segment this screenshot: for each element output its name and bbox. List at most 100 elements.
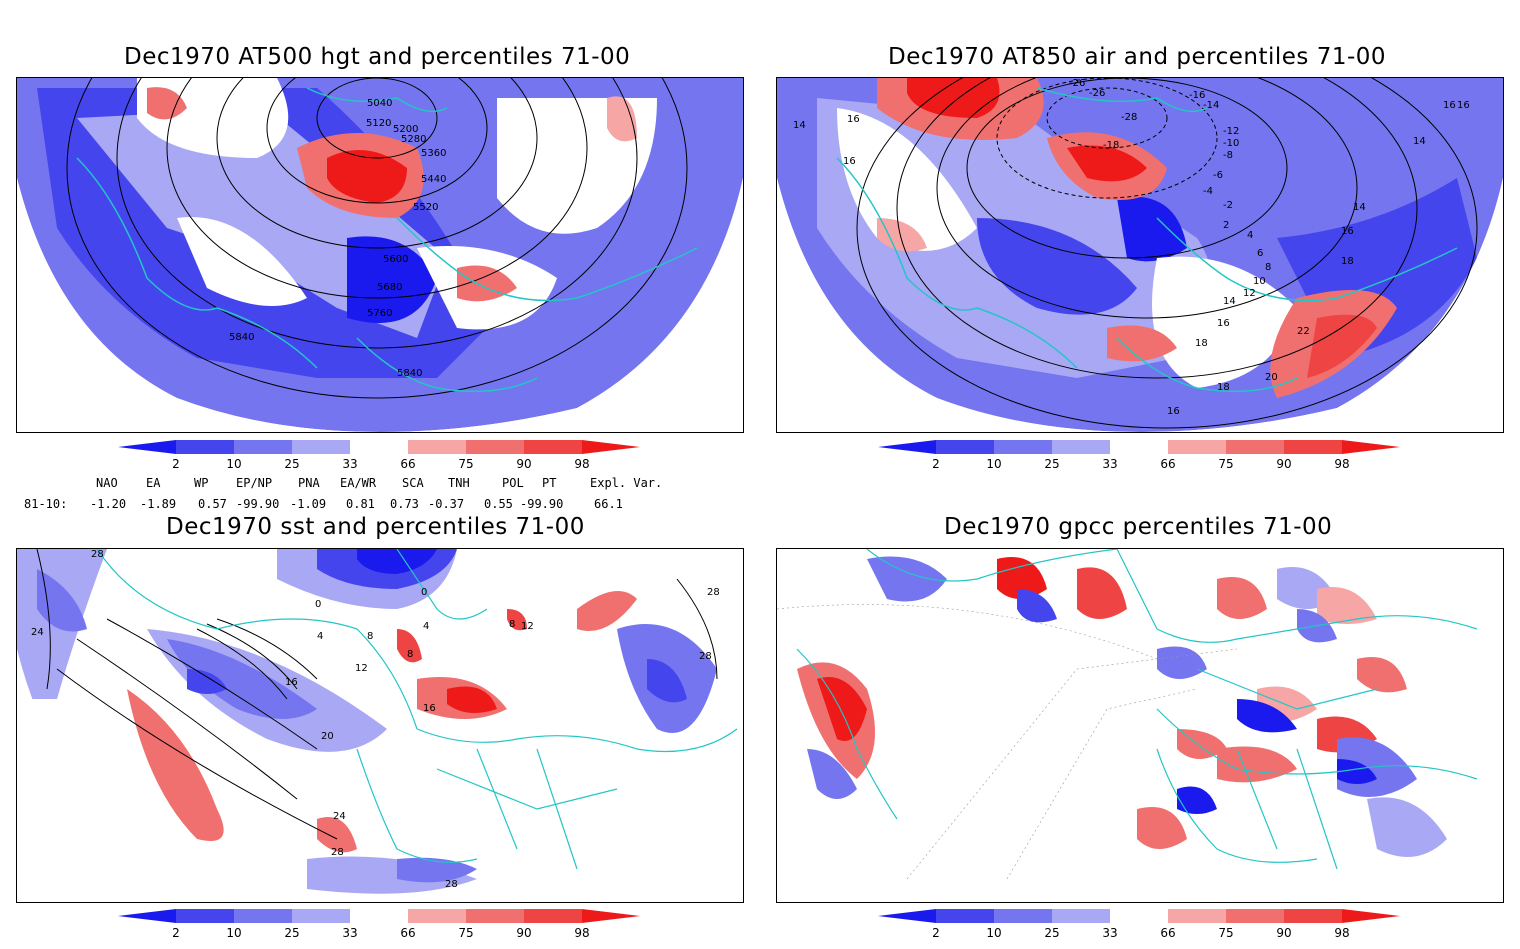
panel-title-hgt500: Dec1970 AT500 hgt and percentiles 71-00 [124, 44, 631, 70]
colorbar-label: 66 [1160, 926, 1175, 940]
contour-label: -8 [1223, 150, 1233, 161]
contour-label: 28 [91, 549, 104, 560]
contour-label: -2 [1223, 200, 1233, 211]
index-header: TNH [448, 476, 470, 490]
contour-label: 14 [1353, 202, 1366, 213]
index-header: NAO [96, 476, 118, 490]
contour-label: -4 [1203, 186, 1213, 197]
index-value: 66.1 [594, 497, 623, 511]
map-air850-graphic: -26 -26 -16 -14 -28 -18 -12 -10 -8 -6 -4… [777, 78, 1503, 432]
colorbar-gpcc: 2 10 25 33 66 75 90 98 [878, 909, 1408, 949]
panel-title-gpcc: Dec1970 gpcc percentiles 71-00 [944, 514, 1333, 540]
contour-label: 5120 [366, 118, 391, 129]
map-sst-graphic: 28 24 0 4 8 12 16 20 24 28 28 28 28 16 8… [17, 549, 743, 902]
colorbar-label: 75 [1218, 926, 1233, 940]
index-value: 0.73 [390, 497, 419, 511]
contour-label: 0 [421, 587, 427, 598]
contour-label: 22 [1297, 326, 1310, 337]
contour-label: 4 [423, 621, 429, 632]
contour-label: -26 [1089, 88, 1105, 99]
colorbar-sst: 2 10 25 33 66 75 90 98 [118, 909, 648, 949]
contour-label: 16 [1457, 100, 1470, 111]
contour-label: 16 [847, 114, 860, 125]
colorbar-label: 10 [226, 926, 241, 940]
colorbar-label: 98 [1334, 457, 1349, 471]
contour-label: -28 [1121, 112, 1137, 123]
colorbar-label: 2 [932, 457, 940, 471]
colorbar-label: 75 [1218, 457, 1233, 471]
contour-label: 24 [333, 811, 346, 822]
index-value: -0.37 [428, 497, 465, 511]
index-value: 0.57 [198, 497, 227, 511]
index-value: -99.90 [236, 497, 280, 511]
contour-label: 5840 [229, 332, 254, 343]
colorbar-label: 33 [1102, 926, 1117, 940]
contour-label: 28 [699, 651, 712, 662]
index-header: EA/WR [340, 476, 377, 490]
colorbar-label: 25 [1044, 457, 1059, 471]
colorbar-label: 25 [1044, 926, 1059, 940]
colorbar-hgt500: 2 10 25 33 66 75 90 98 [118, 440, 648, 480]
contour-label: 12 [521, 621, 534, 632]
contour-label: 5040 [367, 98, 392, 109]
index-value: 0.55 [484, 497, 513, 511]
colorbar-label: 98 [1334, 926, 1349, 940]
contour-label: 8 [1265, 262, 1271, 273]
contour-label: 28 [331, 847, 344, 858]
contour-label: 14 [1413, 136, 1426, 147]
colorbar-label: 90 [516, 926, 531, 940]
index-value: -1.20 [90, 497, 127, 511]
colorbar-label: 75 [458, 926, 473, 940]
index-value: 0.81 [346, 497, 375, 511]
colorbar-label: 90 [516, 457, 531, 471]
contour-label: -26 [1069, 78, 1085, 89]
contour-label: 16 [1217, 318, 1230, 329]
map-panel-gpcc [776, 548, 1504, 903]
contour-label: -14 [1203, 100, 1219, 111]
panel-title-sst: Dec1970 sst and percentiles 71-00 [166, 514, 585, 540]
contour-label: 10 [1253, 276, 1266, 287]
colorbar-label: 66 [400, 926, 415, 940]
index-row-label: 81-10: [24, 497, 68, 511]
contour-label: 16 [1341, 226, 1354, 237]
contour-label: 4 [317, 631, 323, 642]
contour-label: 20 [1265, 372, 1278, 383]
colorbar-label: 98 [574, 926, 589, 940]
index-value: -1.89 [140, 497, 177, 511]
contour-label: 5840 [397, 368, 422, 379]
colorbar-label: 33 [342, 457, 357, 471]
colorbar-label: 25 [284, 457, 299, 471]
contour-label: 16 [843, 156, 856, 167]
contour-label: 5440 [421, 174, 446, 185]
colorbar-label: 98 [574, 457, 589, 471]
colorbar-label: 90 [1276, 926, 1291, 940]
index-header: PT [542, 476, 557, 490]
colorbar-label: 10 [986, 926, 1001, 940]
contour-label: 14 [793, 120, 806, 131]
contour-label: 5680 [377, 282, 402, 293]
contour-label: 16 [285, 677, 298, 688]
index-header: EP/NP [236, 476, 273, 490]
colorbar-label: 33 [342, 926, 357, 940]
index-value-row: 81-10: -1.20 -1.89 0.57 -99.90 -1.09 0.8… [0, 497, 700, 513]
contour-label: 0 [315, 599, 321, 610]
index-value: -99.90 [520, 497, 564, 511]
contour-label: 18 [1195, 338, 1208, 349]
contour-label: -18 [1103, 140, 1119, 151]
map-panel-hgt500: 5040 5120 5200 5280 5360 5440 5520 5600 … [16, 77, 744, 433]
contour-label: 8 [367, 631, 373, 642]
contour-label: 5520 [413, 202, 438, 213]
contour-label: 5280 [401, 134, 426, 145]
colorbar-label: 2 [932, 926, 940, 940]
colorbar-label: 33 [1102, 457, 1117, 471]
contour-label: -16 [1189, 90, 1205, 101]
contour-label: 18 [1341, 256, 1354, 267]
contour-label: 16 [423, 703, 436, 714]
contour-label: 5200 [393, 124, 418, 135]
colorbar-graphic: 2 10 25 33 66 75 90 98 [118, 440, 640, 471]
colorbar-label: 66 [1160, 457, 1175, 471]
map-gpcc-graphic [777, 549, 1478, 880]
contour-label: 5760 [367, 308, 392, 319]
map-panel-air850: -26 -26 -16 -14 -28 -18 -12 -10 -8 -6 -4… [776, 77, 1504, 433]
contour-label: 12 [1243, 288, 1256, 299]
